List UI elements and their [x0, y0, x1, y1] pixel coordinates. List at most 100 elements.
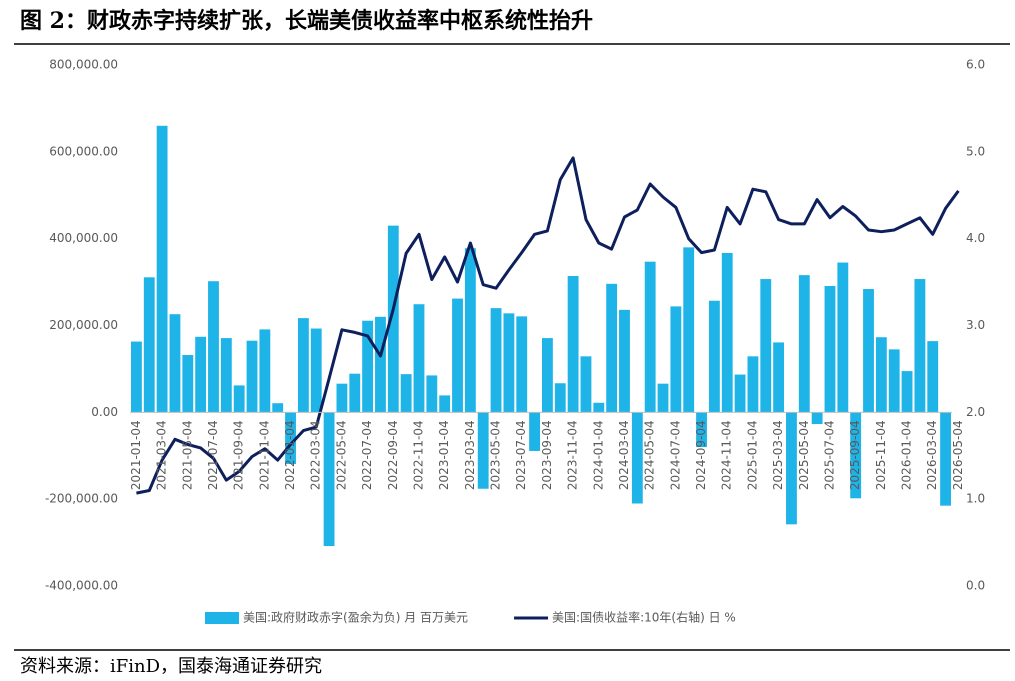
y-tick-label: 600,000.00	[49, 144, 118, 158]
x-tick-label: 2025-05-04	[797, 420, 811, 490]
bar	[773, 342, 785, 413]
bar	[708, 300, 720, 413]
legend-swatch	[205, 612, 239, 624]
bar	[272, 403, 284, 413]
bar	[875, 337, 887, 413]
bar	[156, 125, 168, 413]
y2-tick-label: 4.0	[966, 231, 985, 245]
y2-tick-label: 5.0	[966, 144, 985, 158]
x-tick-label: 2023-05-04	[489, 420, 503, 490]
x-tick-label: 2024-11-04	[720, 420, 734, 490]
y-tick-label: 800,000.00	[49, 58, 118, 72]
x-tick-label: 2024-09-04	[694, 420, 708, 490]
bar	[542, 338, 553, 413]
x-tick-label: 2024-03-04	[617, 420, 631, 490]
bar	[927, 341, 939, 413]
bar	[143, 277, 155, 413]
bar	[824, 285, 836, 413]
bar	[683, 247, 695, 413]
y-tick-label: 200,000.00	[49, 318, 118, 332]
bar	[259, 329, 271, 413]
bar	[503, 313, 515, 413]
bar	[760, 279, 772, 413]
x-tick-label: 2021-03-04	[155, 420, 169, 490]
bar	[811, 412, 823, 425]
bar	[863, 289, 874, 413]
bar	[297, 318, 309, 413]
x-tick-label: 2023-09-04	[540, 420, 554, 490]
bar	[375, 316, 386, 413]
source: 资料来源：iFinD，国泰海通证券研究	[20, 656, 322, 677]
x-tick-label: 2021-07-04	[206, 420, 220, 490]
bar	[580, 356, 592, 413]
y2-tick-label: 3.0	[966, 318, 985, 332]
x-tick-label: 2025-09-04	[848, 420, 862, 490]
x-tick-label: 2024-07-04	[668, 420, 682, 490]
x-tick-label: 2022-01-04	[283, 420, 297, 490]
x-tick-label: 2021-01-04	[129, 420, 143, 490]
x-tick-label: 2026-03-04	[925, 420, 939, 490]
bar	[208, 281, 219, 413]
bar	[220, 338, 232, 413]
bar	[413, 304, 425, 413]
x-tick-label: 2023-03-04	[463, 420, 477, 490]
x-tick-label: 2026-05-04	[951, 420, 965, 490]
bar	[606, 283, 618, 413]
bar	[734, 374, 746, 413]
x-tick-label: 2025-03-04	[771, 420, 785, 490]
bar	[169, 314, 181, 413]
x-tick-label: 2023-07-04	[514, 420, 528, 490]
bar	[567, 276, 579, 413]
x-tick-label: 2023-01-04	[437, 420, 451, 490]
y2-tick-label: 0.0	[966, 579, 985, 593]
bar	[888, 349, 900, 413]
bar	[400, 374, 412, 413]
bar	[940, 412, 951, 506]
x-tick-label: 2022-03-04	[309, 420, 323, 490]
x-tick-label: 2022-05-04	[334, 420, 348, 490]
y-tick-label: -200,000.00	[45, 492, 118, 506]
y2-tick-label: 1.0	[966, 492, 985, 506]
bar	[452, 298, 463, 413]
bar	[529, 412, 540, 451]
bar	[131, 341, 142, 413]
bar	[195, 336, 207, 413]
y-tick-label: 0.00	[91, 405, 118, 419]
x-tick-label: 2022-09-04	[386, 420, 400, 490]
bar	[362, 320, 374, 413]
y2-tick-label: 6.0	[966, 58, 985, 72]
y-tick-label: 400,000.00	[49, 231, 118, 245]
bar	[670, 306, 682, 413]
bar	[477, 412, 489, 489]
bar	[182, 355, 194, 413]
bar	[696, 412, 707, 448]
bar	[837, 262, 849, 413]
x-tick-label: 2021-05-04	[180, 420, 194, 490]
x-tick-label: 2022-11-04	[411, 420, 425, 490]
legend-label: 美国:国债收益率:10年(右轴) 日 %	[552, 610, 736, 625]
x-tick-label: 2021-11-04	[257, 420, 271, 490]
bar	[901, 371, 913, 413]
bar	[850, 412, 862, 499]
x-tick-label: 2024-01-04	[591, 420, 605, 490]
x-tick-label: 2021-09-04	[232, 420, 246, 490]
bar	[593, 402, 605, 413]
bar	[426, 375, 438, 413]
x-tick-label: 2025-11-04	[874, 420, 888, 490]
x-tick-label: 2024-05-04	[643, 420, 657, 490]
bar	[387, 225, 399, 413]
bar	[516, 316, 528, 413]
bar	[657, 383, 669, 413]
bar	[439, 395, 451, 413]
y-tick-label: -400,000.00	[45, 579, 118, 593]
bar	[490, 308, 502, 413]
bar	[323, 412, 335, 547]
bar	[233, 385, 245, 413]
bar	[246, 340, 258, 413]
bar	[336, 383, 348, 413]
bar	[786, 412, 797, 525]
bar	[631, 412, 643, 504]
bar	[798, 275, 810, 413]
bar	[349, 373, 361, 413]
